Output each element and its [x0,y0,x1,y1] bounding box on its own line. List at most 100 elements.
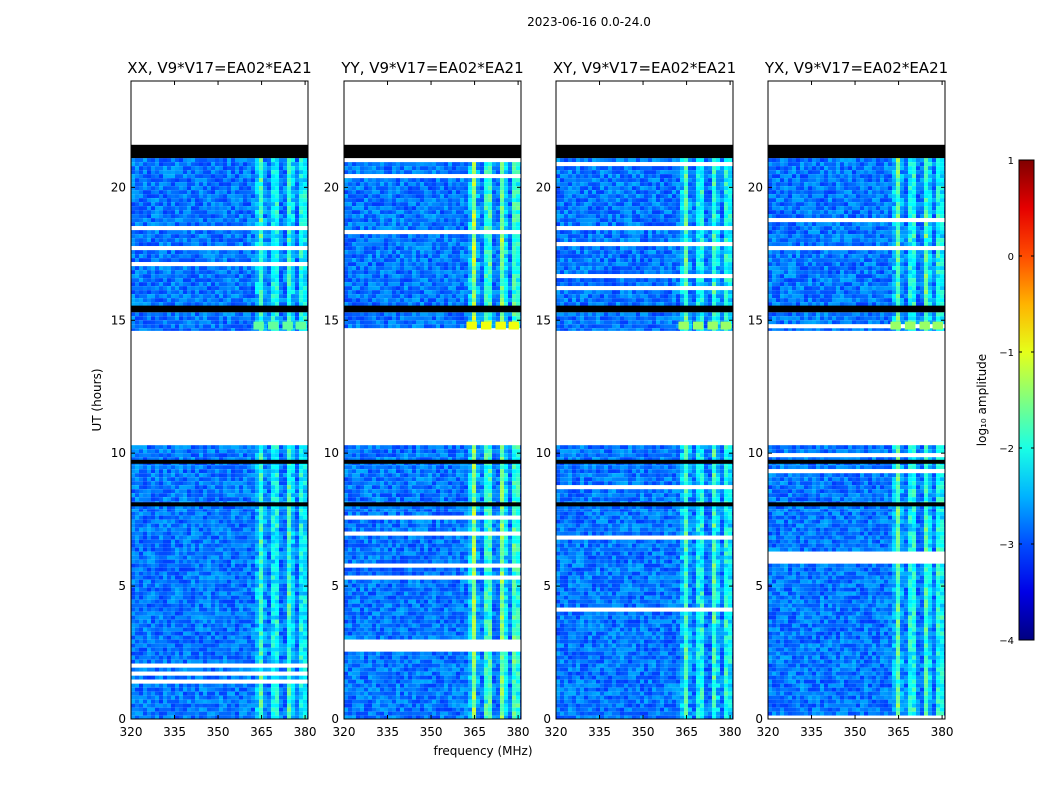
x-tick-label: 335 [163,725,186,739]
y-tick-label: 5 [755,579,763,593]
x-tick-label: 380 [719,725,742,739]
x-tick-label: 380 [507,725,530,739]
spectrogram [344,81,521,719]
x-tick-label: 350 [207,725,230,739]
dark-row [131,459,308,464]
colorbar-tick-label: −4 [999,636,1014,647]
spectrogram [556,81,733,719]
data-segment [768,150,945,307]
data-segment [556,312,733,331]
y-tick-label: 5 [331,579,339,593]
x-tick-label: 320 [757,725,780,739]
burst-mark [904,321,916,330]
panel-title: XY, V9*V17=EA02*EA21 [553,59,736,77]
burst-mark [707,321,718,330]
data-segment [131,445,308,512]
data-segment [768,312,945,331]
data-segment [344,445,521,512]
x-tick-label: 320 [120,725,143,739]
figure-title: 2023-06-16 0.0-24.0 [527,15,651,29]
panel-2: YY, V9*V17=EA02*EA21 320 335 350 365 380 0 5 10 1… [324,59,530,739]
y-axis-label: UT (hours) [90,368,104,431]
y-tick-label: 20 [111,180,126,194]
dark-row [768,459,945,464]
panel-frame [343,80,522,720]
x-tick-label: 335 [376,725,399,739]
dark-row [768,502,945,507]
x-tick-label: 365 [887,725,910,739]
data-segment [768,511,945,718]
y-tick-label: 10 [536,446,551,460]
y-tick-label: 20 [748,180,763,194]
y-tick-label: 0 [543,712,551,726]
x-axis-label: frequency (MHz) [433,744,532,758]
panel-frame [130,80,309,720]
burst-mark [480,321,492,330]
burst-mark [890,321,901,330]
dark-row [556,305,733,313]
data-segment [556,150,733,307]
y-tick-label: 10 [324,446,339,460]
x-tick-label: 380 [294,725,317,739]
dark-row [131,502,308,507]
colorbar-tick-label: −3 [999,540,1014,551]
data-segment [344,150,521,309]
y-tick-label: 20 [324,180,339,194]
colorbar-tick-label: −2 [999,444,1014,455]
burst-mark [295,321,306,330]
y-tick-label: 15 [748,313,763,327]
panel-1: XX, V9*V17=EA02*EA21 320 335 350 365 380 0 5 10 1… [111,59,317,739]
dark-row [131,305,308,313]
spectrogram [131,81,308,719]
x-tick-label: 365 [250,725,273,739]
y-tick-label: 0 [331,712,339,726]
y-tick-label: 0 [755,712,763,726]
data-segment [768,445,945,512]
panel-frame [767,80,946,720]
panel-4: YX, V9*V17=EA02*EA21 320 335 350 365 380 0 5 10 1… [748,59,954,739]
y-tick-label: 10 [111,446,126,460]
x-tick-label: 320 [333,725,356,739]
y-tick-label: 5 [543,579,551,593]
dark-row [556,144,733,159]
panel-3: XY, V9*V17=EA02*EA21 320 335 350 365 380 0 5 10 1… [536,59,742,739]
panel-title: YX, V9*V17=EA02*EA21 [764,59,948,77]
spectrogram [768,81,945,719]
x-tick-label: 335 [800,725,823,739]
x-tick-label: 350 [844,725,867,739]
dark-row [344,502,521,507]
dark-row [768,144,945,159]
x-tick-label: 380 [931,725,954,739]
y-tick-label: 0 [118,712,126,726]
colorbar-tick-label: 0 [1008,252,1014,263]
x-tick-label: 365 [463,725,486,739]
dark-row [556,502,733,507]
burst-mark [678,321,689,330]
colorbar: 1 0 −1 −2 −3 −4 [999,156,1035,647]
x-tick-label: 320 [545,725,568,739]
x-tick-label: 365 [675,725,698,739]
burst-mark [919,321,930,330]
data-segment [344,312,521,331]
burst-mark [282,321,293,330]
y-tick-label: 5 [118,579,126,593]
dark-row [344,305,521,313]
data-segment [344,511,521,719]
colorbar-label: log₁₀ amplitude [975,354,989,446]
y-tick-label: 20 [536,180,551,194]
y-tick-label: 15 [111,313,126,327]
panels-group: XX, V9*V17=EA02*EA21 320 335 350 365 380 0 5 10 1… [111,59,954,739]
burst-mark [720,321,731,330]
burst-mark [495,321,506,330]
dark-row [344,459,521,464]
x-tick-label: 350 [420,725,443,739]
data-segment [131,511,308,719]
y-tick-label: 15 [536,313,551,327]
dark-row [768,305,945,313]
x-tick-label: 350 [632,725,655,739]
burst-mark [466,321,477,330]
dark-row [556,459,733,464]
panel-title: XX, V9*V17=EA02*EA21 [127,59,311,77]
dark-row [344,144,521,159]
